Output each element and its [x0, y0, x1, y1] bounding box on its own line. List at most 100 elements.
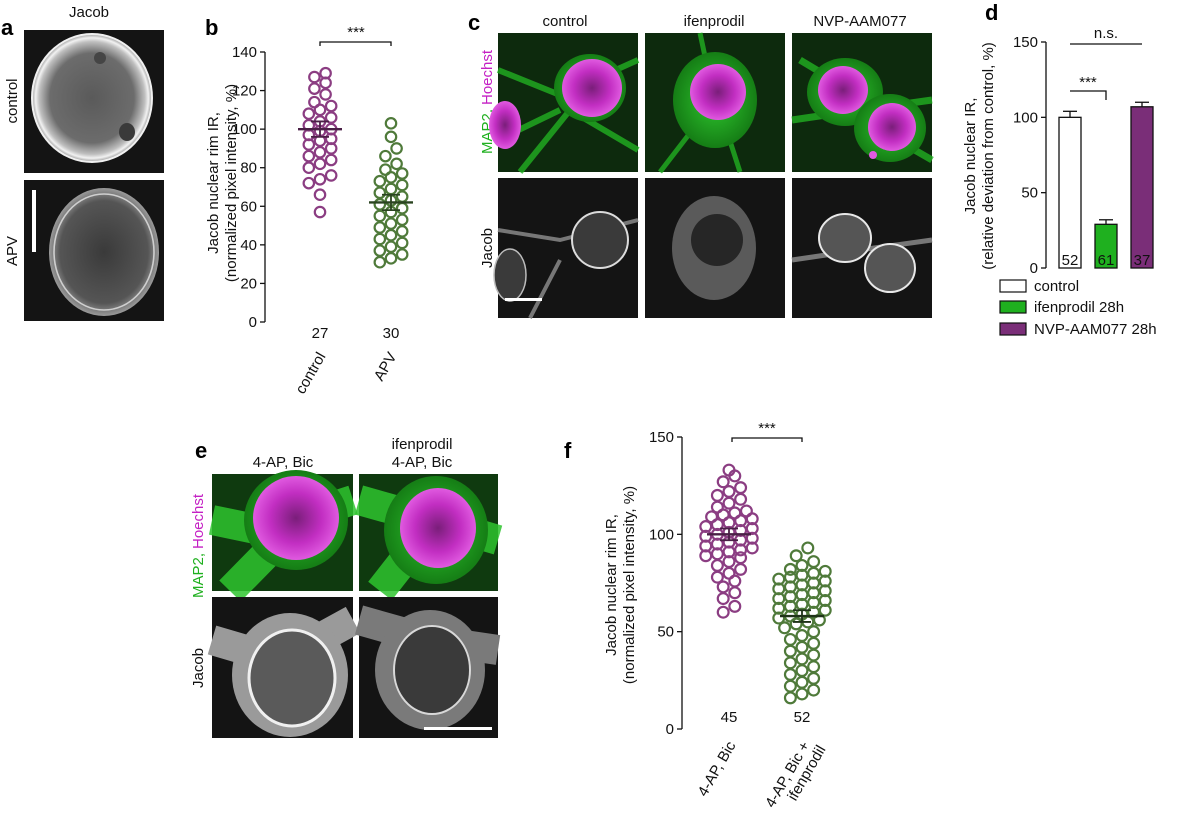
- panel-b-points: [298, 66, 413, 269]
- panel-b-n-control: 27: [312, 325, 329, 342]
- panel-d-ns: n.s.: [1094, 25, 1118, 42]
- b-point: [324, 153, 338, 167]
- b-point: [379, 163, 392, 176]
- b-point: [384, 117, 398, 130]
- f-point: [818, 564, 832, 578]
- d-ytick-label: 50: [1021, 185, 1038, 202]
- panel-f-n-1: 45: [721, 709, 738, 726]
- b-point: [395, 167, 409, 180]
- panel-b-significance-bracket: [319, 41, 392, 46]
- f-ytick-label: 0: [666, 721, 674, 738]
- b-point: [373, 198, 387, 211]
- b-ytick-label: 80: [240, 160, 257, 177]
- f-point: [807, 636, 821, 650]
- b-point: [390, 142, 403, 155]
- b-point: [384, 228, 398, 242]
- panel-b-significance: ***: [347, 24, 365, 41]
- f-point: [722, 566, 736, 580]
- b-point: [373, 232, 387, 246]
- f-point: [795, 664, 809, 678]
- panel-d-ylabel-1: Jacob nuclear IR,: [962, 98, 979, 215]
- d-n-label: 37: [1134, 252, 1151, 269]
- f-point: [772, 572, 786, 586]
- b-point: [373, 174, 387, 188]
- f-point: [795, 652, 809, 666]
- scale-bar-c: [505, 298, 542, 301]
- f-point: [710, 558, 724, 572]
- b-point: [302, 107, 316, 121]
- panel-a-title: Jacob: [69, 4, 109, 21]
- b-point: [319, 88, 332, 101]
- b-point: [384, 130, 398, 144]
- f-point: [807, 555, 821, 569]
- f-point: [734, 551, 748, 565]
- f-point: [807, 683, 821, 697]
- panel-f: f Jacob nuclear rim IR, (normalized pixe…: [564, 420, 832, 811]
- b-ytick-label: 140: [232, 44, 257, 61]
- b-ytick-label: 100: [232, 121, 257, 138]
- f-point: [722, 463, 736, 477]
- legend-nvp: NVP-AAM077 28h: [1034, 321, 1157, 338]
- f-point: [716, 475, 730, 489]
- d-n-label: 61: [1098, 252, 1115, 269]
- panel-e-col-2-line2: 4-AP, Bic: [392, 454, 453, 471]
- b-point: [313, 188, 327, 202]
- b-point: [373, 209, 387, 223]
- b-point: [384, 217, 398, 230]
- micrograph-a-apv-nucleus: [49, 188, 159, 316]
- b-point: [395, 213, 409, 227]
- f-point: [789, 549, 803, 563]
- panel-c-row-label-hoechst: Hoechst: [479, 49, 496, 105]
- f-point: [716, 580, 730, 594]
- b-point: [395, 201, 409, 215]
- legend-swatch-ifenprodil: [999, 300, 1027, 314]
- b-point: [313, 205, 327, 219]
- f-point: [699, 520, 713, 534]
- panel-d-legend: control ifenprodil 28h NVP-AAM077 28h: [999, 278, 1157, 338]
- b-ytick-label: 0: [249, 314, 257, 331]
- scale-bar-a: [32, 190, 36, 252]
- b-point: [319, 66, 332, 80]
- f-point: [795, 675, 809, 689]
- panel-a: a Jacob control APV: [1, 4, 164, 321]
- panel-c-col-ifenprodil: ifenprodil: [684, 13, 745, 30]
- b-point: [324, 169, 338, 182]
- f-point: [734, 492, 748, 506]
- f-ytick-label: 50: [657, 624, 674, 641]
- f-point: [716, 605, 730, 619]
- scale-bar-e: [424, 727, 492, 730]
- f-point: [716, 592, 730, 606]
- f-point: [783, 570, 797, 584]
- legend-swatch-nvp: [999, 322, 1027, 336]
- f-ytick-label: 150: [649, 429, 674, 446]
- panel-d-sig-bracket: [1070, 90, 1107, 100]
- legend-swatch-control: [999, 279, 1027, 293]
- panel-a-row-label-control: control: [4, 78, 21, 123]
- b-point: [313, 145, 327, 159]
- f-ytick-label: 100: [649, 526, 674, 543]
- b-point: [379, 149, 392, 163]
- panel-e-row-label-hoechst: Hoechst: [190, 493, 207, 549]
- panel-e-letter: e: [195, 438, 207, 463]
- panel-a-row-label-apv: APV: [4, 236, 21, 266]
- panel-e-row-label-jacob: Jacob: [190, 648, 207, 688]
- f-point: [807, 648, 821, 662]
- panel-e-col-1: 4-AP, Bic: [253, 454, 314, 471]
- b-point: [302, 161, 316, 175]
- panel-f-letter: f: [564, 438, 572, 463]
- b-point: [384, 252, 398, 265]
- panel-b: b Jacob nuclear rim IR, (normalized pixe…: [205, 15, 413, 397]
- f-point: [807, 660, 821, 674]
- b-point: [395, 190, 409, 203]
- f-point: [722, 496, 736, 510]
- d-bar: [1058, 116, 1082, 269]
- f-point: [728, 586, 742, 600]
- panel-c-col-control: control: [542, 13, 587, 30]
- b-point: [373, 255, 387, 269]
- b-point: [302, 149, 316, 163]
- f-point: [795, 629, 809, 643]
- b-ytick-label: 120: [232, 83, 257, 100]
- f-point: [783, 691, 797, 705]
- f-point: [783, 656, 797, 670]
- f-point: [807, 625, 821, 639]
